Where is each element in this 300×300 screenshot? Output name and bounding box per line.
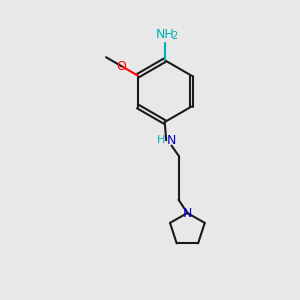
Text: N: N [167,134,176,147]
Text: O: O [116,60,126,73]
Text: NH: NH [155,28,174,41]
Text: N: N [183,206,192,220]
Text: H: H [157,135,165,145]
Text: 2: 2 [171,31,177,41]
